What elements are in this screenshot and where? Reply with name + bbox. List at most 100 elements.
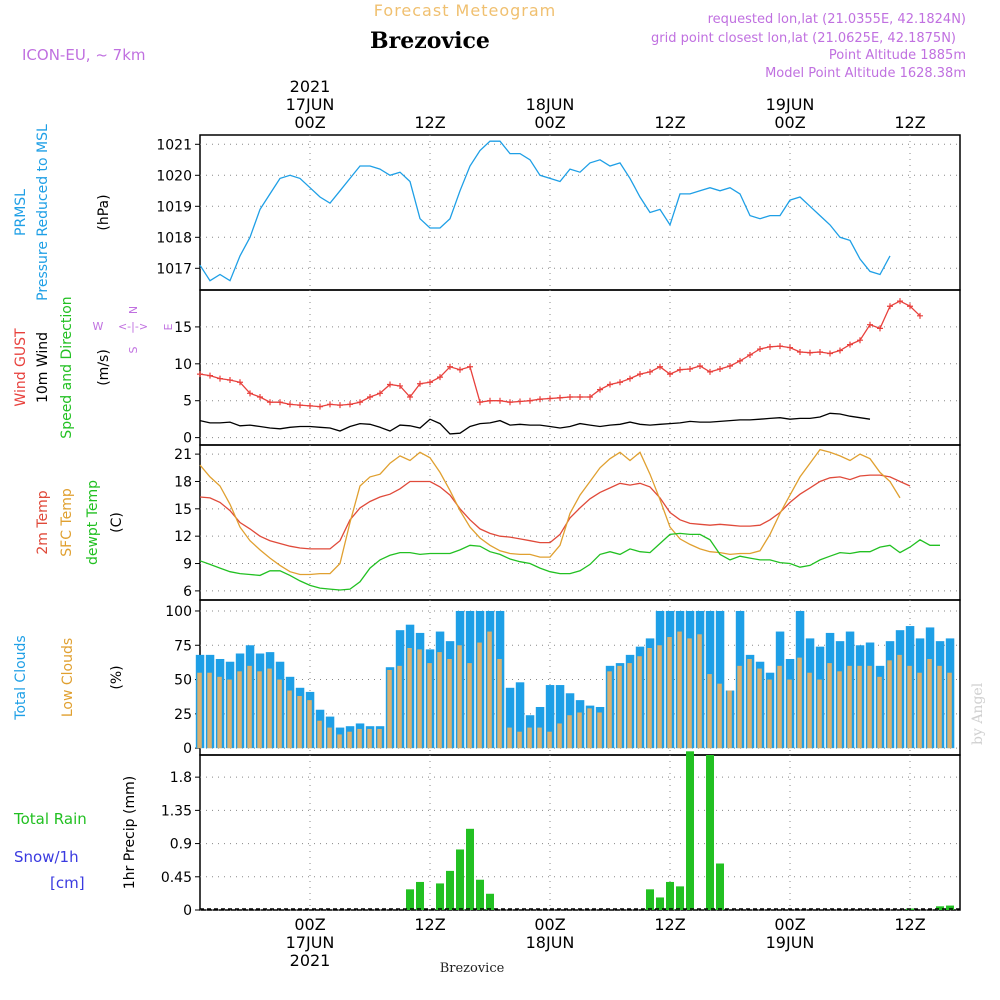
gust-marker [417,380,423,387]
page-title: Brezovice [370,28,490,54]
gust-marker [267,399,273,406]
compass-w: W [93,320,104,333]
temperature-series-2m-temp [199,474,911,550]
rain-bar [436,883,444,910]
low-clouds-bar [457,645,462,749]
rain-bar [936,906,944,910]
time-tick-bottom: 12Z [894,915,925,934]
low-clouds-bar [897,654,902,749]
pressure-ytick-label: 1018 [156,230,192,246]
low-clouds-bar [297,696,302,749]
pressure-frame [199,134,961,291]
model-label: ICON-EU, ~ 7km [22,46,146,64]
low-clouds-bar [397,665,402,749]
low-clouds-bar [837,671,842,749]
gust-marker [617,379,623,386]
low-clouds-bar [287,690,292,749]
total-clouds-bar [555,685,565,749]
clouds-unit: (%) [109,665,125,689]
gust-marker [767,343,773,350]
temperature-ytick-label: 15 [174,502,192,518]
clouds-ytick-label: 50 [174,673,192,689]
temperature-series-dewpt-temp [199,532,940,591]
compass-arrows: <-|-> [118,320,148,333]
low-clouds-bar [887,660,892,749]
low-clouds-bar [477,642,482,749]
day-label-top: 19JUN [766,95,815,114]
grid-point-coords: grid point closest lon,lat (21.0625E, 42… [651,31,956,46]
time-tick-bottom: 12Z [414,915,445,934]
wind-unit: (m/s) [96,349,112,386]
low-clouds-bar [427,663,432,749]
rain-bar [466,828,474,910]
precipitation-ytick-label: 0.45 [161,870,192,886]
temperature-ytick-label: 6 [183,584,192,600]
clouds-ylabel: Total Clouds [13,635,29,720]
low-clouds-bar [577,712,582,749]
rain-bar [706,755,714,910]
gust-marker [837,347,843,354]
gust-marker [447,363,453,370]
gust-marker [667,371,673,378]
low-clouds-bar [337,734,342,749]
low-clouds-bar [617,665,622,749]
gust-marker [337,402,343,409]
gust-marker [227,377,233,384]
low-clouds-bar [607,671,612,749]
low-clouds-bar [747,658,752,749]
wind-ylabel: Wind GUST [13,328,29,407]
gust-marker [607,381,613,388]
gust-marker [287,401,293,408]
gust-marker [507,399,513,406]
clouds-ytick-label: 0 [183,741,192,757]
low-clouds-bar [797,657,802,749]
gust-marker [307,402,313,409]
compass-n: N [127,306,140,314]
low-clouds-bar [267,668,272,749]
rain-bar [476,879,484,910]
low-clouds-bar [907,665,912,749]
pressure-ytick-label: 1020 [156,168,192,184]
low-clouds-bar [707,674,712,749]
rain-bar [646,889,654,910]
gust-marker [867,321,873,328]
rain-bar [656,897,664,910]
gust-marker [717,365,723,372]
pressure-ytick-label: 1017 [156,261,192,277]
gust-marker [497,397,503,404]
temperature-ytick-label: 9 [183,557,192,573]
pressure-ylabel: PRMSL [13,189,29,236]
wind-ylabel: Speed and Direction [59,296,75,438]
low-clouds-bar [677,631,682,749]
low-clouds-bar [817,679,822,749]
low-clouds-bar [527,727,532,749]
gust-marker [777,343,783,350]
gust-marker [637,371,643,378]
gust-marker [827,350,833,357]
precipitation-panel: 0 0.45 0.9 1.35 1.8 Total Rain Snow/1h [cm] 1hr … [13,751,961,919]
gust-marker [697,363,703,370]
gust-marker [457,366,463,373]
low-clouds-bar [777,665,782,749]
gust-marker [347,401,353,408]
low-clouds-bar [937,665,942,749]
wind-panel: 0 5 10 15 Wind GUST 10m Wind Speed and Directi… [13,289,961,447]
model-altitude: Model Point Altitude 1628.38m [765,66,966,81]
time-tick-top: 12Z [414,113,445,132]
pressure-ytick-label: 1021 [156,137,192,153]
rain-bar [716,863,724,910]
year-label-top: 2021 [290,77,331,96]
time-tick-bottom: 12Z [654,915,685,934]
gust-marker [517,398,523,405]
wind-series-10m-wind [199,412,871,435]
low-clouds-bar [387,669,392,749]
gust-marker [537,396,543,403]
rain-bar [446,870,454,910]
temperature-ylabel: 2m Temp [35,490,51,554]
low-clouds-bar [587,708,592,749]
gust-marker [477,399,483,406]
time-axis-bottom: 00Z 12Z 00Z 12Z 00Z 12Z 17JUN 18JUN 19JUN 2021 [286,915,926,970]
snow-unit-label: [cm] [50,874,85,892]
low-clouds-bar [757,668,762,749]
